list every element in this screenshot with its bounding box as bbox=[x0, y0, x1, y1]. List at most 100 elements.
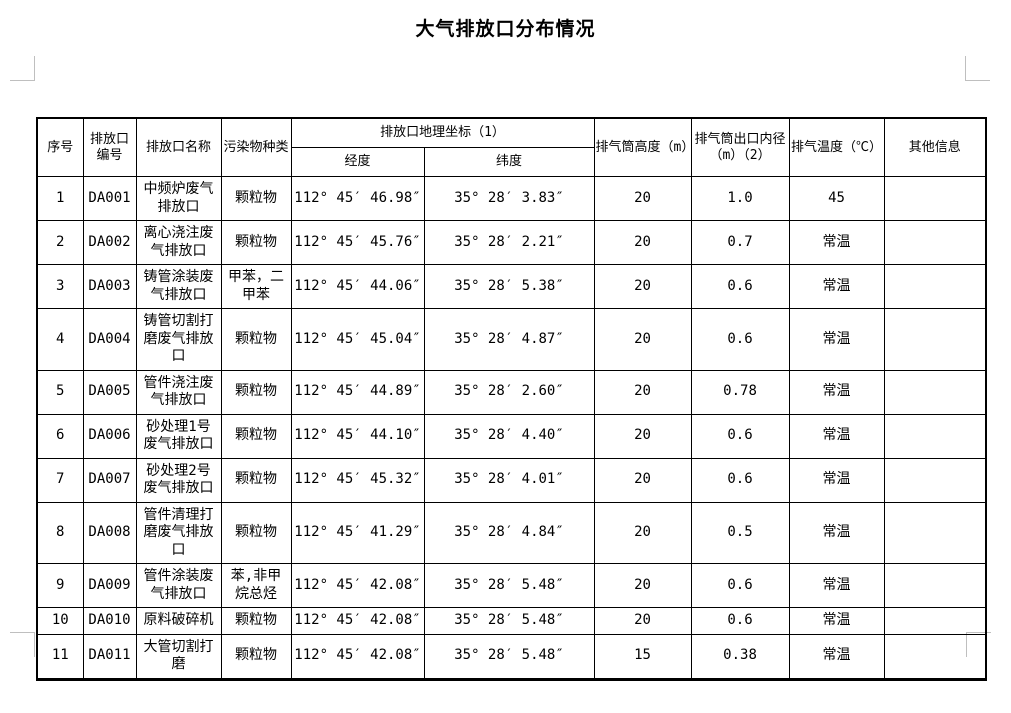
cell-stack-height: 20 bbox=[593, 308, 692, 371]
cell-other-info bbox=[883, 176, 987, 221]
cell-stack-height: 20 bbox=[593, 563, 692, 608]
cell-outlet-diameter: 0.5 bbox=[690, 501, 790, 564]
cell-seq: 4 bbox=[36, 308, 84, 371]
emission-outlet-table: 序号 排放口编号 排放口名称 污染物种类 排放口地理坐标（1） 排气筒高度（m）… bbox=[36, 117, 988, 681]
header-geo-coords: 排放口地理坐标（1） bbox=[290, 117, 595, 148]
cell-outlet-diameter: 0.6 bbox=[690, 607, 790, 635]
cell-longitude: 112° 45′ 45.04″ bbox=[290, 308, 425, 371]
cell-outlet-no: DA007 bbox=[82, 457, 137, 503]
table-body: 1 DA001 中频炉废气排放口 颗粒物 112° 45′ 46.98″ 35°… bbox=[36, 176, 987, 680]
cell-exhaust-temp: 常温 bbox=[788, 220, 885, 265]
header-seq: 序号 bbox=[36, 117, 84, 177]
table-row: 4 DA004 铸管切割打磨废气排放口 颗粒物 112° 45′ 45.04″ … bbox=[36, 308, 987, 371]
table-row: 7 DA007 砂处理2号废气排放口 颗粒物 112° 45′ 45.32″ 3… bbox=[36, 457, 987, 503]
cell-outlet-no: DA009 bbox=[82, 563, 137, 608]
header-exhaust-temp: 排气温度（℃） bbox=[788, 117, 885, 177]
cell-stack-height: 20 bbox=[593, 607, 692, 635]
cell-pollutant: 颗粒物 bbox=[220, 607, 292, 635]
cell-latitude: 35° 28′ 5.48″ bbox=[423, 607, 595, 635]
cell-pollutant: 颗粒物 bbox=[220, 633, 292, 680]
cell-outlet-no: DA006 bbox=[82, 413, 137, 459]
cell-latitude: 35° 28′ 2.21″ bbox=[423, 220, 595, 265]
cell-outlet-diameter: 0.6 bbox=[690, 308, 790, 371]
cell-pollutant: 甲苯，二甲苯 bbox=[220, 264, 292, 309]
cell-outlet-diameter: 0.6 bbox=[690, 457, 790, 503]
cell-exhaust-temp: 常温 bbox=[788, 501, 885, 564]
cell-seq: 7 bbox=[36, 457, 84, 503]
cell-longitude: 112° 45′ 45.76″ bbox=[290, 220, 425, 265]
cell-outlet-name: 管件涂装废气排放口 bbox=[135, 563, 222, 608]
cell-outlet-name: 铸管切割打磨废气排放口 bbox=[135, 308, 222, 371]
cell-stack-height: 15 bbox=[593, 633, 692, 680]
cell-exhaust-temp: 常温 bbox=[788, 308, 885, 371]
cell-pollutant: 颗粒物 bbox=[220, 369, 292, 415]
header-other-info: 其他信息 bbox=[883, 117, 987, 177]
header-outlet-diameter: 排气筒出口内径（m）（2） bbox=[690, 117, 790, 177]
text-boundary-mark-top-left bbox=[10, 56, 35, 81]
cell-outlet-diameter: 0.6 bbox=[690, 563, 790, 608]
cell-stack-height: 20 bbox=[593, 501, 692, 564]
cell-exhaust-temp: 常温 bbox=[788, 607, 885, 635]
cell-other-info bbox=[883, 220, 987, 265]
cell-seq: 2 bbox=[36, 220, 84, 265]
cell-latitude: 35° 28′ 4.84″ bbox=[423, 501, 595, 564]
cell-exhaust-temp: 常温 bbox=[788, 264, 885, 309]
cell-seq: 6 bbox=[36, 413, 84, 459]
cell-stack-height: 20 bbox=[593, 220, 692, 265]
cell-outlet-name: 铸管涂装废气排放口 bbox=[135, 264, 222, 309]
table-header: 序号 排放口编号 排放口名称 污染物种类 排放口地理坐标（1） 排气筒高度（m）… bbox=[36, 117, 987, 177]
cell-other-info bbox=[883, 457, 987, 503]
cell-latitude: 35° 28′ 4.01″ bbox=[423, 457, 595, 503]
cell-outlet-no: DA004 bbox=[82, 308, 137, 371]
cell-outlet-name: 离心浇注废气排放口 bbox=[135, 220, 222, 265]
page-title: 大气排放口分布情况 bbox=[415, 19, 596, 40]
cell-longitude: 112° 45′ 46.98″ bbox=[290, 176, 425, 221]
cell-pollutant: 颗粒物 bbox=[220, 457, 292, 503]
table-row: 1 DA001 中频炉废气排放口 颗粒物 112° 45′ 46.98″ 35°… bbox=[36, 176, 987, 221]
cell-seq: 1 bbox=[36, 176, 84, 221]
table-row: 2 DA002 离心浇注废气排放口 颗粒物 112° 45′ 45.76″ 35… bbox=[36, 220, 987, 265]
table-row: 9 DA009 管件涂装废气排放口 苯,非甲烷总烃 112° 45′ 42.08… bbox=[36, 563, 987, 608]
header-longitude: 经度 bbox=[290, 147, 425, 177]
header-outlet-no: 排放口编号 bbox=[82, 117, 137, 177]
cell-exhaust-temp: 常温 bbox=[788, 457, 885, 503]
cell-stack-height: 20 bbox=[593, 413, 692, 459]
cell-exhaust-temp: 常温 bbox=[788, 563, 885, 608]
cell-longitude: 112° 45′ 42.08″ bbox=[290, 563, 425, 608]
cell-other-info bbox=[883, 369, 987, 415]
header-latitude: 纬度 bbox=[423, 147, 595, 177]
cell-outlet-no: DA010 bbox=[82, 607, 137, 635]
cell-seq: 11 bbox=[36, 633, 84, 680]
cell-longitude: 112° 45′ 44.10″ bbox=[290, 413, 425, 459]
cell-seq: 10 bbox=[36, 607, 84, 635]
cell-outlet-no: DA002 bbox=[82, 220, 137, 265]
cell-outlet-no: DA008 bbox=[82, 501, 137, 564]
cell-exhaust-temp: 常温 bbox=[788, 369, 885, 415]
cell-longitude: 112° 45′ 42.08″ bbox=[290, 633, 425, 680]
table-row: 8 DA008 管件清理打磨废气排放口 颗粒物 112° 45′ 41.29″ … bbox=[36, 501, 987, 564]
cell-latitude: 35° 28′ 5.38″ bbox=[423, 264, 595, 309]
cell-pollutant: 颗粒物 bbox=[220, 413, 292, 459]
cell-latitude: 35° 28′ 2.60″ bbox=[423, 369, 595, 415]
cell-latitude: 35° 28′ 4.87″ bbox=[423, 308, 595, 371]
cell-seq: 8 bbox=[36, 501, 84, 564]
cell-outlet-no: DA003 bbox=[82, 264, 137, 309]
cell-outlet-no: DA005 bbox=[82, 369, 137, 415]
table-row: 3 DA003 铸管涂装废气排放口 甲苯，二甲苯 112° 45′ 44.06″… bbox=[36, 264, 987, 309]
cell-latitude: 35° 28′ 5.48″ bbox=[423, 633, 595, 680]
cell-other-info bbox=[883, 607, 987, 635]
cell-outlet-diameter: 0.78 bbox=[690, 369, 790, 415]
cell-other-info bbox=[883, 264, 987, 309]
header-stack-height: 排气筒高度（m） bbox=[593, 117, 692, 177]
cell-stack-height: 20 bbox=[593, 264, 692, 309]
cell-outlet-diameter: 0.7 bbox=[690, 220, 790, 265]
cell-longitude: 112° 45′ 44.06″ bbox=[290, 264, 425, 309]
cell-outlet-name: 管件浇注废气排放口 bbox=[135, 369, 222, 415]
cell-latitude: 35° 28′ 3.83″ bbox=[423, 176, 595, 221]
table-row: 10 DA010 原料破碎机 颗粒物 112° 45′ 42.08″ 35° 2… bbox=[36, 607, 987, 635]
header-outlet-name: 排放口名称 bbox=[135, 117, 222, 177]
cell-other-info bbox=[883, 633, 987, 680]
cell-stack-height: 20 bbox=[593, 457, 692, 503]
cell-pollutant: 颗粒物 bbox=[220, 308, 292, 371]
cell-longitude: 112° 45′ 45.32″ bbox=[290, 457, 425, 503]
